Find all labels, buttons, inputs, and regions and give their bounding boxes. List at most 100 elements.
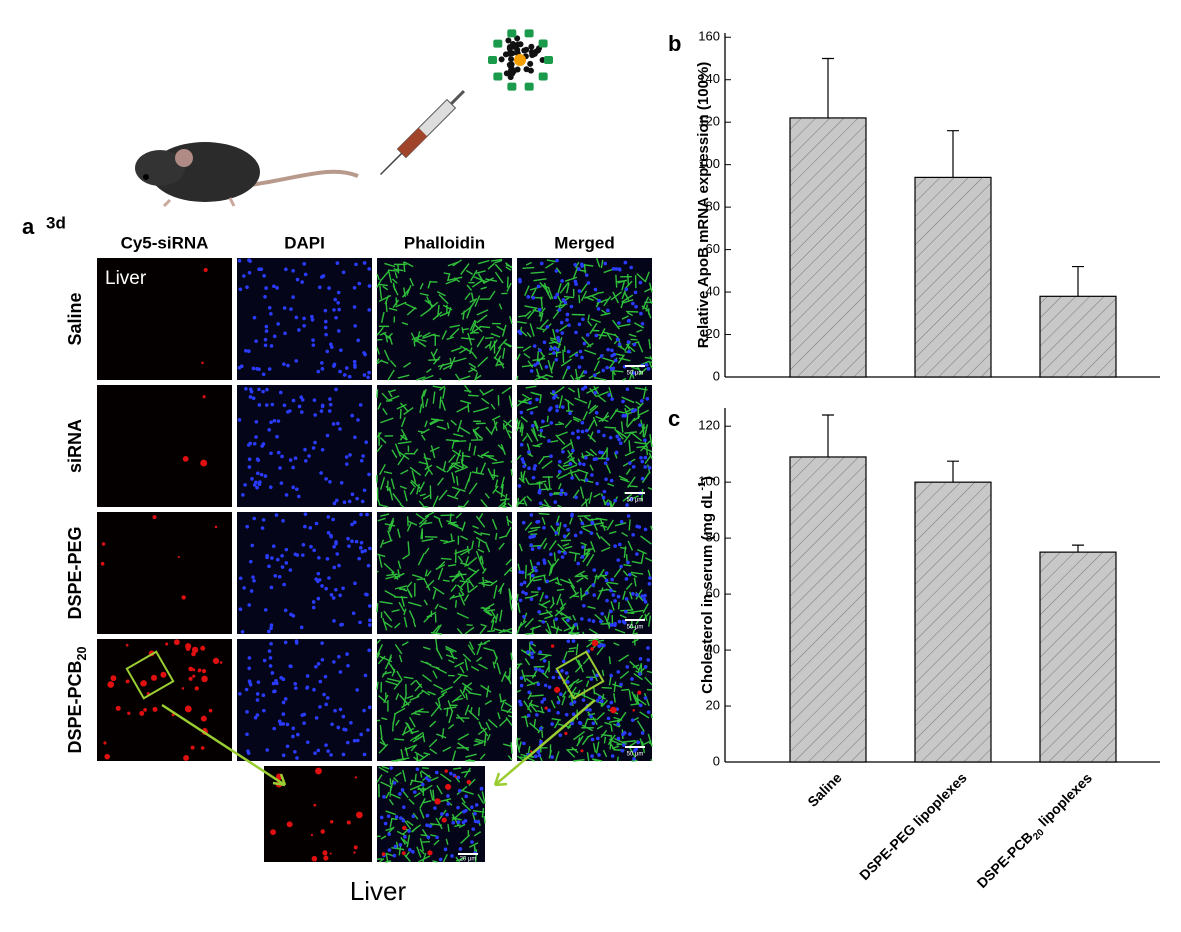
actin [558,421,565,426]
actin [627,540,634,551]
actin [588,518,601,521]
actin [404,721,413,734]
cy5-signal [322,850,328,856]
row-label: Saline [65,292,85,345]
nucleus [352,305,357,309]
actin [377,517,386,522]
nucleus [590,754,594,758]
actin [598,328,606,340]
nucleus [530,547,535,551]
actin [498,542,505,550]
actin [588,628,598,635]
nucleus [574,353,579,357]
nucleus [268,485,273,490]
actin [469,297,478,309]
nucleus [566,349,571,354]
nucleus [242,274,246,278]
actin [538,512,550,516]
actin [518,543,523,552]
cy5-signal [127,711,131,715]
actin [414,683,423,692]
actin [459,689,466,699]
actin [591,669,598,682]
nucleus [534,568,539,573]
actin [421,674,432,683]
actin [454,600,458,608]
nucleus [365,512,369,517]
actin [492,485,499,494]
cy5-signal [181,687,185,690]
actin [587,433,597,443]
nucleus [590,473,594,477]
nucleus [440,812,444,816]
actin [516,593,519,601]
actin [380,513,390,517]
column-header: Phalloidin [404,233,485,252]
actin [474,372,479,381]
nucleus [581,698,586,702]
nucleus [518,331,523,336]
nucleus [646,367,651,371]
nucleus [319,409,324,413]
nucleus [611,593,616,597]
actin [519,397,533,405]
actin [487,262,495,270]
nucleus [311,446,316,450]
actin [585,680,590,687]
nucleus [617,267,622,271]
nucleus [324,477,328,481]
actin [487,718,498,729]
actin [490,619,495,631]
nucleus [643,593,647,598]
cy5-signal [356,811,363,819]
actin [402,769,407,782]
nucleus [618,542,622,547]
actin [469,347,473,355]
actin [479,625,487,635]
actin [580,524,593,528]
actin [600,259,604,269]
nucleus [275,434,279,439]
actin [419,282,424,290]
actin [507,502,513,508]
actin [391,846,405,851]
nucleus [570,721,574,726]
nucleus [362,373,367,377]
nucleus [577,289,582,293]
actin [530,271,545,274]
nucleus [324,332,328,337]
nucleus [358,620,362,625]
nucleus [590,737,595,742]
actin [458,823,466,829]
nucleus [269,312,273,316]
nucleus [602,489,607,494]
actin [400,428,408,441]
nucleus [297,328,301,332]
nucleus [529,513,534,517]
nucleus [580,429,585,434]
actin [559,602,567,610]
nucleus [346,663,350,668]
scale-bar-label: 20 μm [460,857,477,863]
nucleus [615,337,620,342]
actin [480,555,484,565]
nucleus [323,325,328,330]
nucleus [285,722,290,727]
nucleus [580,355,584,360]
nucleus [427,778,431,783]
nucleus [527,690,531,695]
actin [451,472,456,484]
actin [401,287,411,298]
actin [573,418,580,423]
actin [458,375,471,381]
nucleus [267,649,272,653]
nucleus [331,422,336,426]
actin [619,670,630,679]
actin [521,669,527,683]
nucleus [522,464,526,469]
actin [523,353,531,359]
cy5-signal [270,829,277,836]
actin [632,664,640,669]
nucleus [275,286,279,290]
actin [458,570,465,581]
